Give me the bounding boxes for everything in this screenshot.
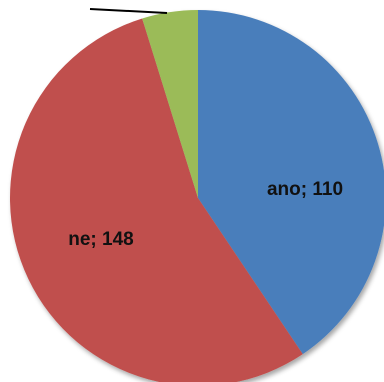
leader-line	[89, 8, 168, 14]
pie-slice-ne	[9, 18, 303, 382]
data-label-ne: ne; 148	[68, 229, 133, 250]
slice-labels: ano; 110 ne; 148	[68, 179, 343, 250]
pie-slice-slice-3	[142, 10, 198, 198]
pie-slices	[9, 10, 384, 382]
pie-slice-ano	[198, 10, 384, 355]
data-label-ano: ano; 110	[267, 179, 343, 200]
